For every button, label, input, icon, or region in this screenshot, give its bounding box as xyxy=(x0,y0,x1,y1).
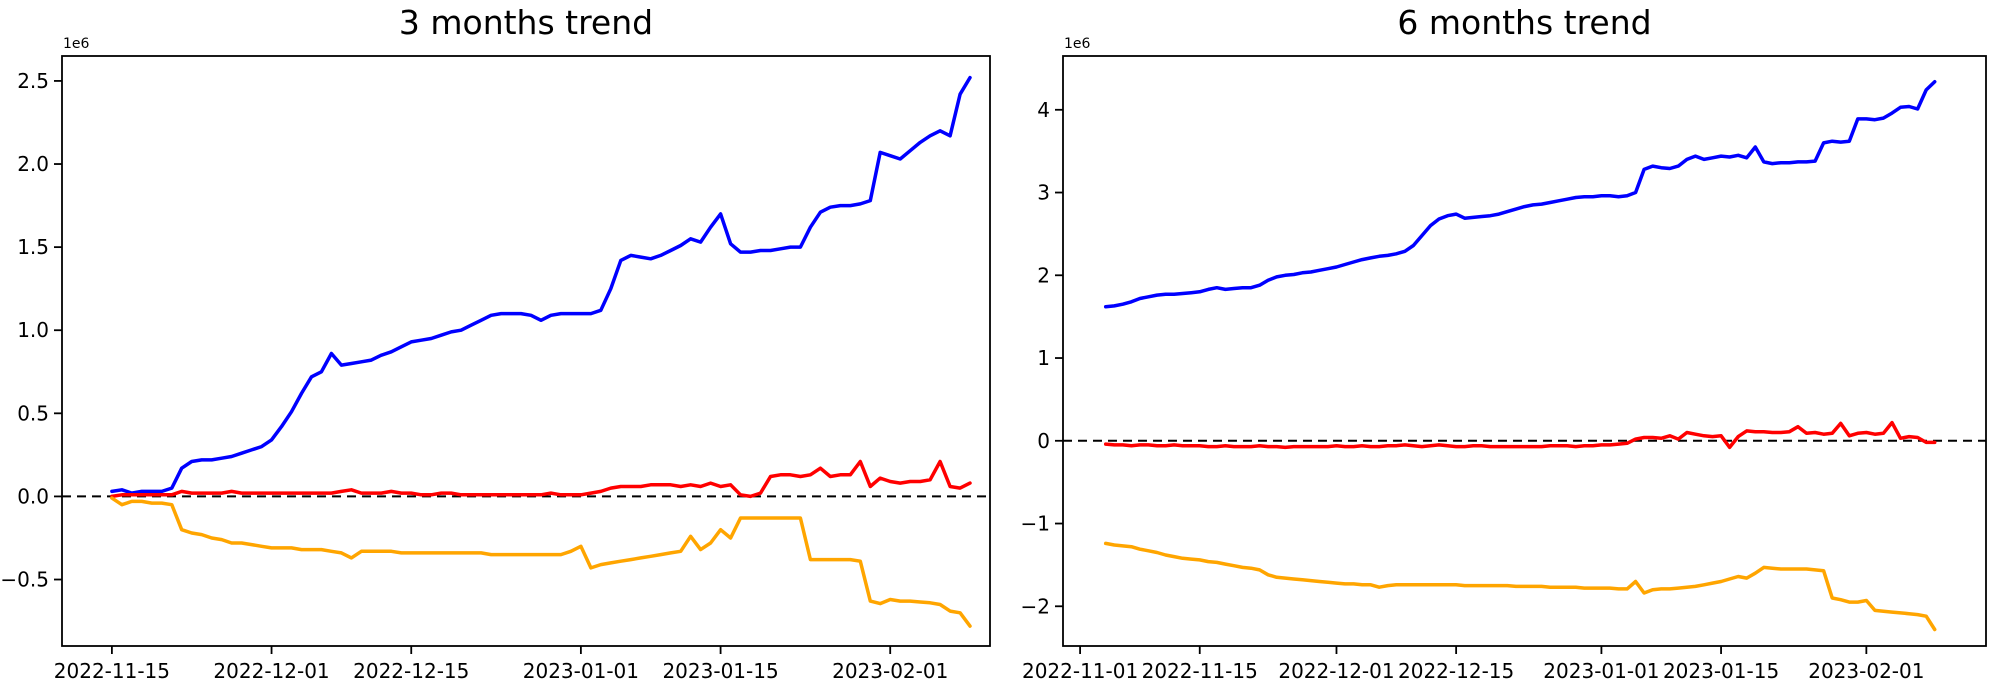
x-tick-label: 2022-11-01 xyxy=(1022,659,1138,683)
y-tick-label: 1.5 xyxy=(17,235,49,259)
x-tick-label: 2023-02-01 xyxy=(1808,659,1924,683)
series-orange-line xyxy=(110,496,972,628)
x-tick-label: 2023-02-01 xyxy=(832,659,948,683)
x-tick-label: 2022-11-15 xyxy=(1142,659,1258,683)
y-tick-label: 2 xyxy=(1037,263,1050,287)
series-red-line xyxy=(1103,420,1937,450)
y-tick-label: 0.0 xyxy=(17,484,49,508)
chart-title-3-months: 3 months trend xyxy=(398,3,654,42)
series-orange-line xyxy=(1103,541,1937,632)
x-tick-label: 2022-11-15 xyxy=(54,659,170,683)
x-tick-label: 2023-01-15 xyxy=(1663,659,1779,683)
series-blue-line xyxy=(110,75,972,495)
x-tick-label: 2023-01-15 xyxy=(662,659,778,683)
y-axis-offset-label: 1e6 xyxy=(1064,36,1091,52)
x-tick-label: 2023-01-01 xyxy=(1543,659,1659,683)
x-tick-label: 2022-12-15 xyxy=(1398,659,1514,683)
y-tick-label: 2.5 xyxy=(17,69,49,93)
y-tick-label: 0 xyxy=(1037,429,1050,453)
chart-title-6-months: 6 months trend xyxy=(1397,3,1652,42)
y-tick-label: −1 xyxy=(1021,512,1050,536)
y-axis-offset-label: 1e6 xyxy=(63,36,90,52)
plot-area xyxy=(61,55,991,647)
x-tick-label: 2022-12-01 xyxy=(213,659,329,683)
chart-3-months: 2.5 2.0 1.5 1.0 0.5 0.0 −0.5 2022-11-15 2022-12-… xyxy=(0,55,991,683)
y-tick-label: 1 xyxy=(1037,346,1050,370)
plot-area xyxy=(1062,55,1987,647)
y-tick-label: −0.5 xyxy=(0,568,49,592)
series-blue-line xyxy=(1103,79,1937,309)
y-tick-label: 0.5 xyxy=(17,401,49,425)
series-red-line xyxy=(110,459,972,499)
x-tick-label: 2022-12-01 xyxy=(1278,659,1394,683)
x-tick-label: 2023-01-01 xyxy=(523,659,639,683)
x-tick-label: 2022-12-15 xyxy=(353,659,469,683)
y-tick-label: −2 xyxy=(1021,594,1050,618)
y-tick-label: 3 xyxy=(1037,181,1050,205)
y-tick-label: 4 xyxy=(1037,98,1050,122)
y-tick-label: 2.0 xyxy=(17,152,49,176)
y-tick-label: 1.0 xyxy=(17,318,49,342)
